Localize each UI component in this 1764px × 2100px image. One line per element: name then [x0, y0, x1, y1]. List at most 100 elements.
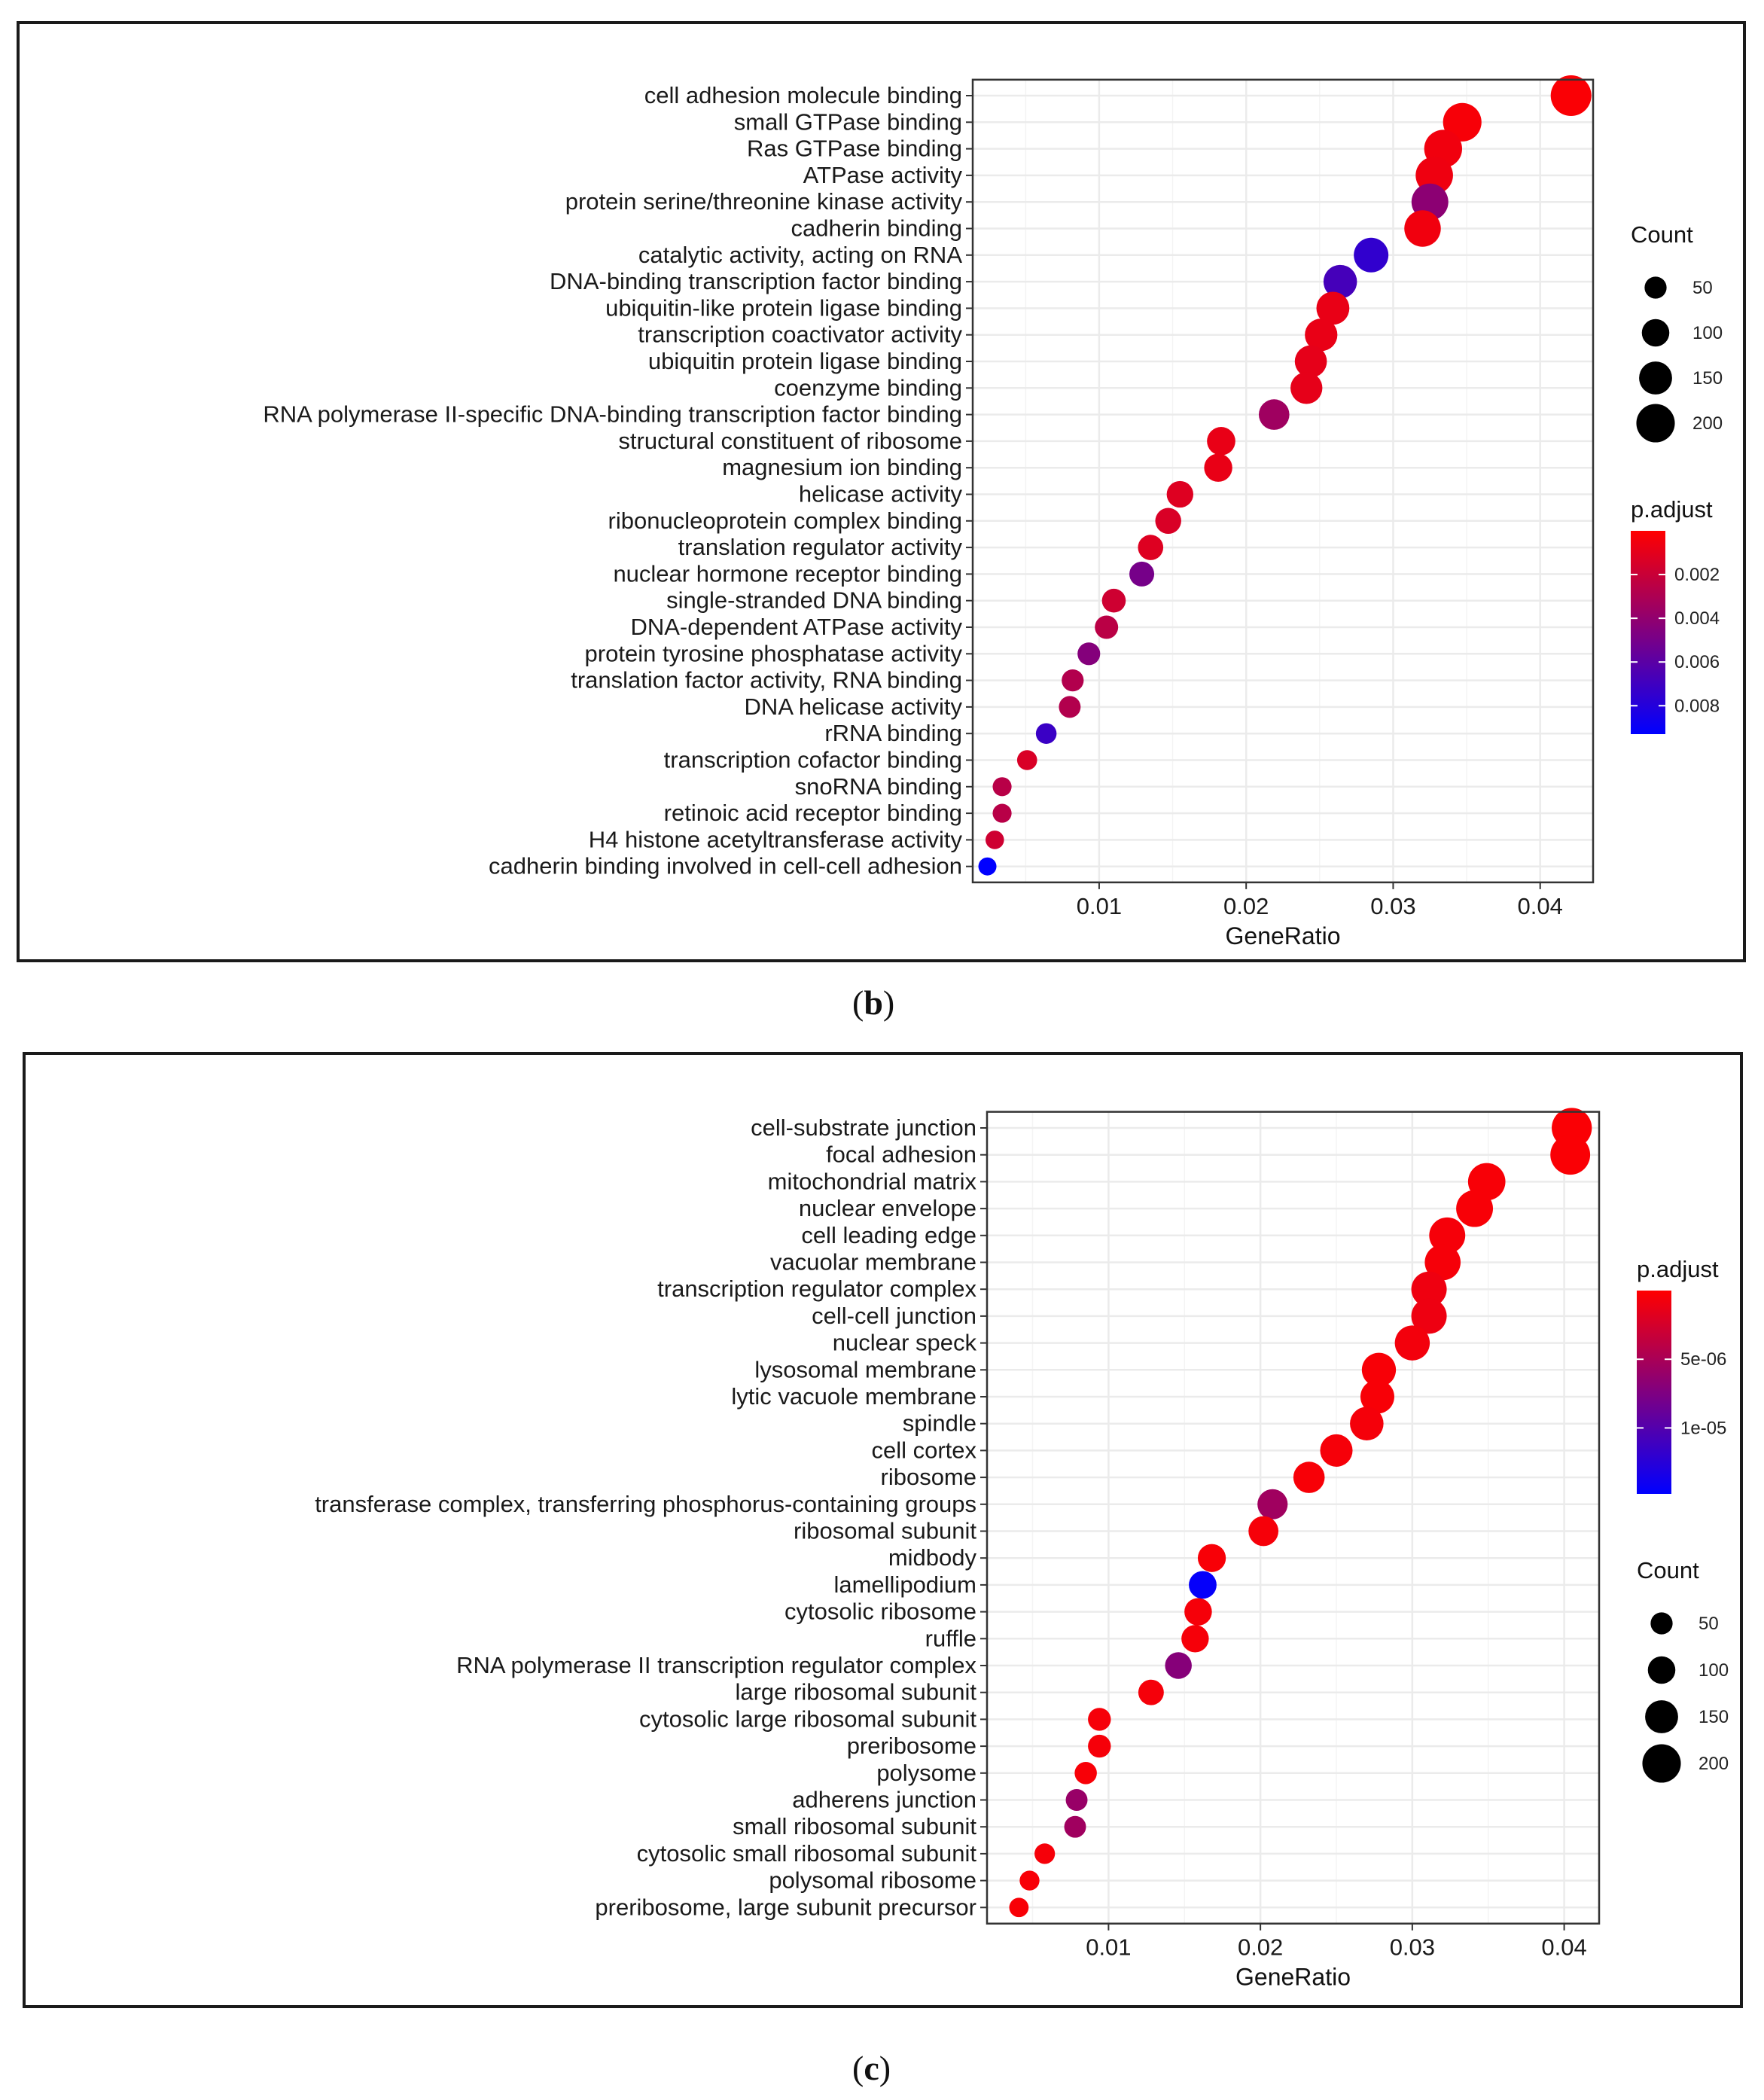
y-tick-label: DNA-dependent ATPase activity	[630, 614, 962, 640]
data-point	[1424, 1244, 1461, 1281]
data-point	[1429, 1217, 1466, 1254]
panel-c-frame: cell-substrate junction focal adhesion mit…	[23, 1052, 1743, 2008]
legend-count-label: 150	[1692, 368, 1723, 389]
y-tick-label: polysomal ribosome	[769, 1867, 976, 1894]
data-point	[1035, 723, 1057, 744]
legend-count-key	[1636, 404, 1675, 443]
y-tick-label: lytic vacuole membrane	[731, 1383, 976, 1410]
caption-b-letter: b	[864, 983, 883, 1022]
y-tick-label: lamellipodium	[833, 1571, 976, 1598]
y-tick-label: nuclear hormone receptor binding	[613, 560, 962, 587]
y-tick-label: helicase activity	[799, 481, 963, 507]
data-point	[1411, 1271, 1447, 1307]
y-tick-label: translation factor activity, RNA binding	[571, 667, 962, 693]
legend-count-title: Count	[1631, 221, 1693, 248]
x-axis-title: GeneRatio	[1235, 1964, 1351, 1991]
data-point	[1155, 507, 1181, 535]
y-tick-label: spindle	[903, 1410, 976, 1437]
grid-lines	[973, 79, 1593, 882]
data-point	[1294, 345, 1327, 378]
y-tick-label: transcription regulator complex	[657, 1276, 976, 1302]
data-point	[1293, 1461, 1325, 1493]
y-tick-label: cell cortex	[871, 1437, 976, 1463]
data-point	[1320, 1434, 1353, 1467]
y-tick-label: nuclear envelope	[799, 1195, 976, 1221]
legend-count: Count 50 100 150 200	[1631, 221, 1723, 443]
data-point	[1258, 399, 1290, 430]
y-tick-label: ruffle	[925, 1625, 976, 1651]
legend-padjust: p.adjust 5e-06 1e-05	[1637, 1256, 1726, 1494]
legend-padjust-colorbar	[1637, 1291, 1671, 1494]
grid-lines	[987, 1111, 1599, 1924]
data-point	[1019, 1870, 1040, 1891]
legend-count-key	[1645, 1700, 1678, 1733]
y-tick-label: midbody	[888, 1544, 977, 1571]
legend-count-key	[1647, 1656, 1676, 1684]
legend-count-key	[1641, 319, 1670, 347]
data-point	[1065, 1789, 1088, 1811]
plot-border	[986, 1111, 1601, 1925]
y-tick-label: cadherin binding	[791, 215, 962, 242]
data-point	[1404, 210, 1441, 247]
y-tick-label: ribonucleoprotein complex binding	[608, 507, 962, 534]
y-tick-label: snoRNA binding	[795, 773, 962, 800]
x-tick-label: 0.03	[1390, 1934, 1435, 1961]
legend-padjust-label: 0.004	[1674, 608, 1720, 629]
x-tick-label: 0.04	[1518, 893, 1563, 919]
y-tick-label: ubiquitin-like protein ligase binding	[605, 294, 962, 321]
y-tick-label: H4 histone acetyltransferase activity	[589, 826, 963, 852]
y-tick-label: Ras GTPase binding	[747, 136, 962, 162]
y-tick-label: coenzyme binding	[774, 374, 962, 401]
data-point	[1248, 1516, 1279, 1547]
legend-padjust-title: p.adjust	[1631, 496, 1713, 523]
y-tick-label: mitochondrial matrix	[768, 1168, 977, 1194]
y-tick-label: DNA-binding transcription factor binding	[550, 268, 962, 294]
y-tick-label: transferase complex, transferring phosph…	[315, 1491, 976, 1517]
data-points	[1009, 1108, 1592, 1918]
data-point	[1009, 1897, 1029, 1918]
x-tick-label: 0.02	[1238, 1934, 1283, 1961]
y-tick-label: small GTPase binding	[734, 108, 962, 135]
x-tick-label: 0.02	[1223, 893, 1269, 919]
y-tick-label: lysosomal membrane	[754, 1356, 976, 1382]
y-tick-label: nuclear speck	[833, 1330, 977, 1356]
data-point	[1074, 1762, 1097, 1785]
legend-count-label: 200	[1692, 413, 1723, 434]
data-points	[978, 75, 1592, 876]
legend-count-label: 100	[1698, 1660, 1729, 1681]
data-point	[978, 857, 997, 876]
y-tick-label: RNA polymerase II transcription regulato…	[456, 1652, 976, 1678]
legend-count-key	[1644, 276, 1667, 299]
y-tick-label: cell-cell junction	[812, 1303, 976, 1329]
y-tick-label: adherens junction	[792, 1787, 976, 1813]
y-tick-label: retinoic acid receptor binding	[664, 800, 962, 826]
y-tick-label: magnesium ion binding	[722, 454, 962, 480]
plot-border	[971, 78, 1595, 884]
data-point	[1129, 561, 1155, 587]
data-point	[1138, 1679, 1164, 1705]
data-point	[1184, 1598, 1212, 1626]
data-point	[1166, 480, 1193, 508]
data-point	[992, 777, 1012, 797]
y-tick-label: rRNA binding	[824, 720, 962, 746]
legend-count-key	[1650, 1612, 1673, 1635]
y-tick-label: cytosolic small ribosomal subunit	[637, 1840, 977, 1867]
panel-b-caption: (b)	[852, 983, 894, 1023]
y-tick-label: cytosolic ribosome	[785, 1599, 976, 1625]
y-tick-label: catalytic activity, acting on RNA	[638, 242, 962, 268]
data-point	[1181, 1625, 1209, 1653]
data-point	[1207, 427, 1235, 456]
data-point	[1411, 1298, 1447, 1334]
legend-padjust-label: 5e-06	[1680, 1349, 1726, 1370]
data-point	[1138, 535, 1164, 560]
legend-padjust-label: 0.008	[1674, 696, 1720, 716]
data-point	[1323, 264, 1357, 299]
y-tick-label: cell adhesion molecule binding	[644, 82, 962, 108]
legend-padjust-label: 0.002	[1674, 565, 1720, 585]
legend-count-label: 200	[1698, 1754, 1729, 1774]
data-point	[1394, 1325, 1430, 1361]
y-tick-label: large ribosomal subunit	[735, 1679, 976, 1705]
x-tick-label: 0.03	[1370, 893, 1415, 919]
